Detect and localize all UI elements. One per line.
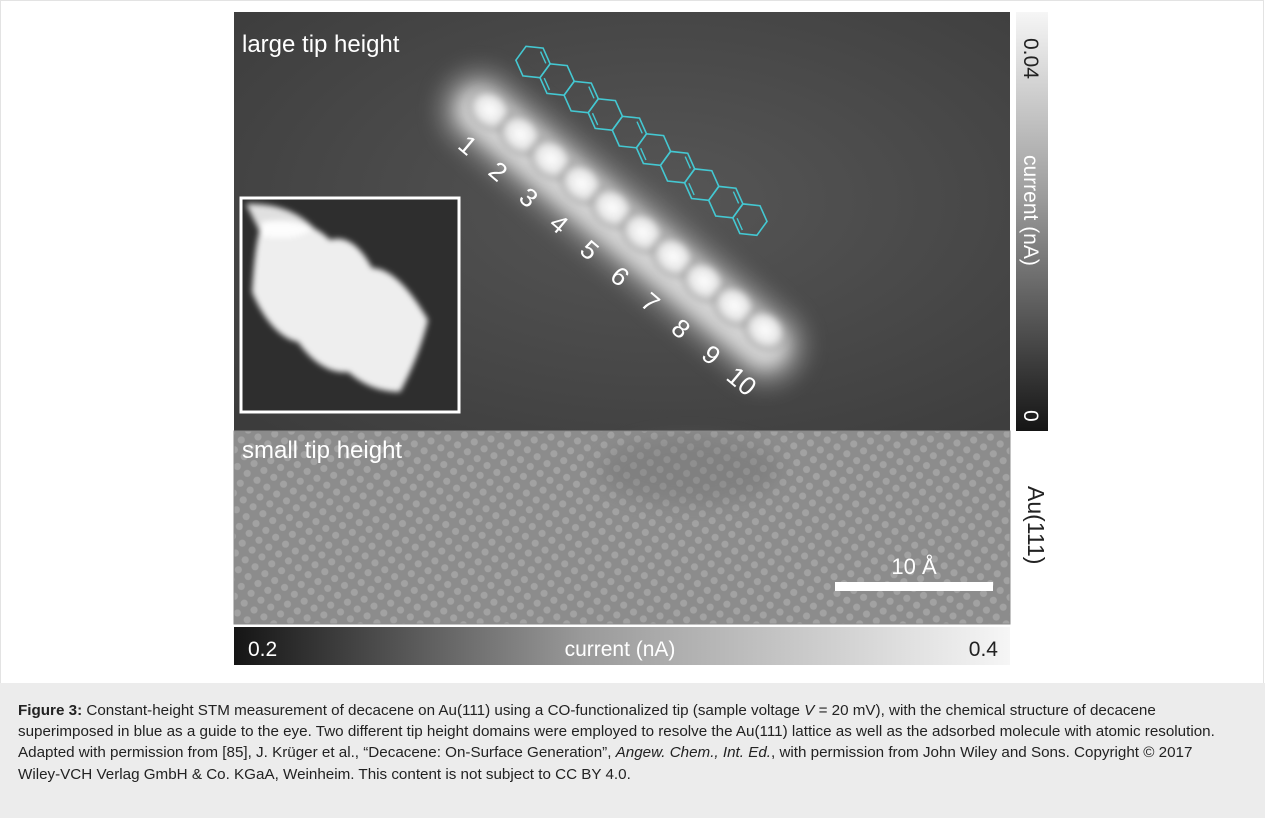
hexagon-ring <box>731 203 768 237</box>
molecule-lobes <box>464 85 791 355</box>
caption-text-3: , with permission from John Wiley and So… <box>18 744 1193 783</box>
double-bond <box>684 156 692 169</box>
horizontal-colorbar: 0.2 current (nA) 0.4 <box>234 627 1010 665</box>
horizontal-colorbar-max: 0.4 <box>969 638 999 661</box>
figure-caption: Figure 3: Constant-height STM measuremen… <box>0 683 1265 818</box>
double-bond <box>588 86 595 99</box>
double-bond <box>636 121 643 134</box>
substrate-label: Au(111) <box>1023 486 1049 564</box>
inset-zoom <box>239 196 461 414</box>
double-bond <box>543 77 551 91</box>
figure: 1 2 3 4 5 6 7 8 9 10 large tip height small tip h… <box>233 12 1049 665</box>
large-tip-height-label: large tip height <box>242 31 400 58</box>
double-bond <box>732 191 740 204</box>
vertical-colorbar-min: 0 <box>1019 410 1042 422</box>
decacene-structure-overlay <box>514 45 768 237</box>
small-tip-height-label: small tip height <box>242 437 402 464</box>
caption-label: Figure 3: <box>18 702 83 719</box>
caption-text-1: Constant-height STM measurement of decac… <box>82 702 805 719</box>
double-bond <box>591 112 599 126</box>
vertical-colorbar-label: current (nA) <box>1019 155 1042 266</box>
scale-bar <box>835 582 993 591</box>
bottom-stm-panel <box>233 430 1011 625</box>
scale-bar-label: 10 Å <box>891 554 937 579</box>
molecule-lobe <box>739 305 791 355</box>
double-bond <box>539 51 547 64</box>
caption-journal: Angew. Chem., Int. Ed. <box>615 744 771 762</box>
double-bond <box>736 217 743 231</box>
vertical-colorbar-max: 0.04 <box>1019 38 1042 79</box>
double-bond <box>688 182 695 196</box>
horizontal-colorbar-label: current (nA) <box>565 638 676 661</box>
caption-voltage-symbol: V <box>804 702 815 719</box>
horizontal-colorbar-min: 0.2 <box>248 638 277 661</box>
vertical-colorbar: 0.04 current (nA) 0 <box>1016 12 1048 431</box>
double-bond <box>640 147 647 161</box>
caption-text-2: = 20 mV), with the chemical structure of… <box>18 702 1215 762</box>
